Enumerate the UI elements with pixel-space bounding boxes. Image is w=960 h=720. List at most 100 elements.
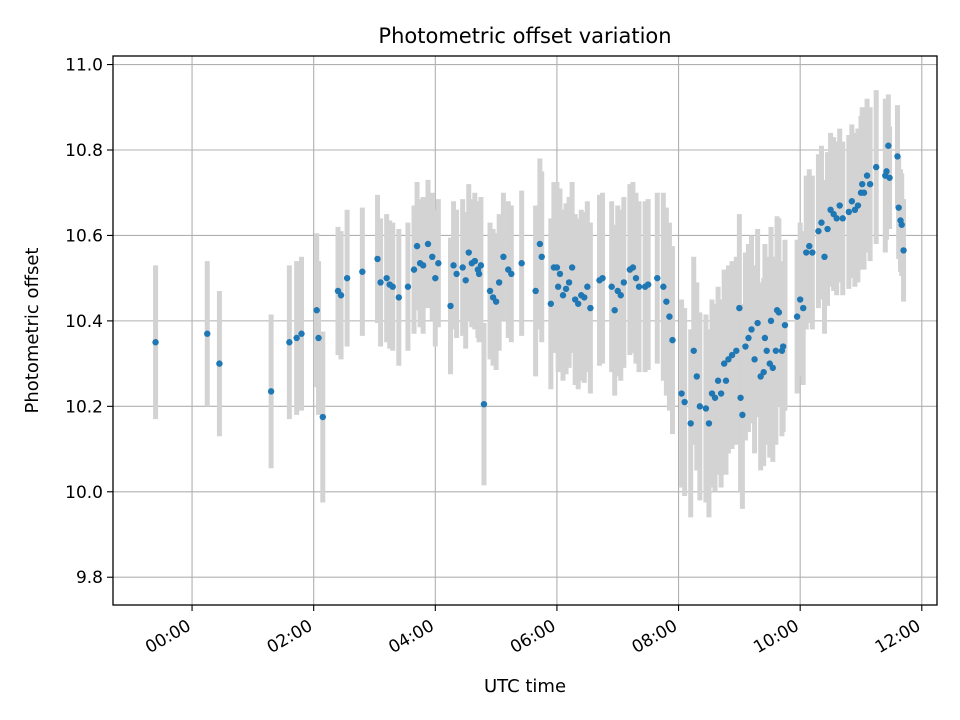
data-point <box>815 227 822 235</box>
data-point <box>711 394 719 401</box>
data-point <box>395 294 403 301</box>
data-point <box>419 262 427 269</box>
y-tick-label: 10.0 <box>65 483 103 503</box>
data-point <box>453 270 460 278</box>
data-point <box>660 283 667 290</box>
data-point <box>705 420 713 427</box>
data-point <box>465 249 472 256</box>
data-point <box>293 334 300 342</box>
data-point <box>796 296 804 303</box>
data-point <box>696 403 704 410</box>
data-point <box>900 247 907 254</box>
data-point <box>632 274 640 282</box>
data-point <box>693 373 700 380</box>
data-point <box>859 180 866 188</box>
data-point <box>620 279 628 286</box>
data-point <box>337 292 345 299</box>
data-point <box>751 356 758 363</box>
data-point <box>745 334 752 342</box>
data-point <box>508 270 515 278</box>
data-point <box>763 347 770 354</box>
data-point <box>863 172 871 179</box>
data-point <box>495 279 503 286</box>
data-point <box>775 309 783 316</box>
data-point <box>760 368 767 376</box>
data-points <box>152 142 907 427</box>
data-point <box>860 189 868 196</box>
data-point <box>894 153 901 160</box>
data-point <box>556 270 564 278</box>
data-point <box>532 287 539 295</box>
data-point <box>720 360 728 367</box>
data-point <box>486 287 494 295</box>
data-point <box>562 285 570 293</box>
data-point <box>565 279 573 286</box>
data-point <box>216 360 223 367</box>
data-point <box>666 313 673 320</box>
data-point <box>818 219 825 226</box>
data-point <box>690 347 697 354</box>
data-point <box>267 388 275 395</box>
x-axis-label: UTC time <box>484 676 566 697</box>
data-point <box>315 334 322 342</box>
data-point <box>678 390 685 397</box>
data-point <box>492 298 500 305</box>
data-point <box>845 208 853 216</box>
data-point <box>736 304 743 312</box>
data-point <box>836 202 843 209</box>
data-point <box>803 249 810 256</box>
data-point <box>536 240 544 248</box>
data-point <box>599 274 606 282</box>
data-point <box>554 283 562 290</box>
data-point <box>480 400 488 408</box>
data-point <box>359 268 366 275</box>
data-point <box>450 262 457 269</box>
data-point <box>432 274 439 282</box>
data-point <box>663 298 670 305</box>
data-point <box>377 279 384 286</box>
data-point <box>429 253 436 261</box>
axes-frame <box>112 55 938 606</box>
data-point <box>754 319 761 327</box>
data-point <box>781 321 789 329</box>
chart-title: Photometric offset variation <box>378 24 671 48</box>
data-point <box>681 398 688 406</box>
data-point <box>761 334 769 342</box>
data-point <box>477 262 485 269</box>
data-point <box>374 255 381 263</box>
data-point <box>748 326 755 333</box>
data-point <box>518 260 525 267</box>
data-point <box>728 351 736 359</box>
data-point <box>737 394 744 401</box>
data-point <box>575 300 582 307</box>
data-point <box>809 249 816 256</box>
data-point <box>459 264 466 271</box>
data-point <box>204 330 211 337</box>
data-point <box>872 163 880 171</box>
data-point <box>854 202 862 209</box>
y-tick-label: 11.0 <box>65 56 103 76</box>
data-point <box>611 307 618 314</box>
data-point <box>669 336 676 344</box>
data-point <box>702 405 710 412</box>
data-point <box>629 264 637 271</box>
data-point <box>447 302 454 310</box>
data-point <box>866 180 874 188</box>
data-point <box>800 304 807 312</box>
data-point <box>343 274 351 282</box>
data-point <box>471 257 479 265</box>
data-point <box>717 390 725 397</box>
data-point <box>298 330 305 337</box>
data-point <box>410 266 418 273</box>
data-point <box>824 225 831 233</box>
data-point <box>769 364 777 372</box>
data-point <box>733 347 740 354</box>
data-point <box>389 283 396 290</box>
data-point <box>286 339 293 346</box>
data-point <box>383 274 390 282</box>
data-point <box>319 413 327 421</box>
y-axis-label: Photometric offset <box>22 248 43 414</box>
data-point <box>722 377 730 384</box>
